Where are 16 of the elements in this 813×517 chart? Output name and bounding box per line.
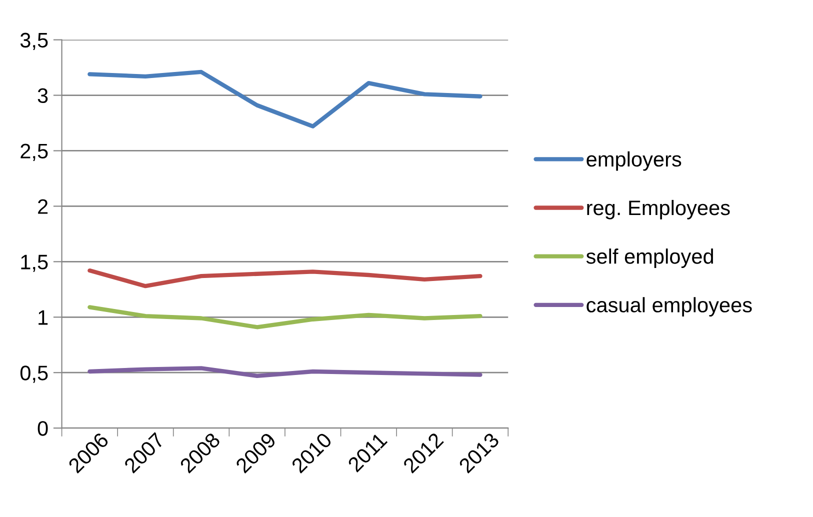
legend-label: self employed (586, 248, 713, 268)
y-tick-label: 3,5 (20, 32, 48, 50)
line-series (88, 366, 482, 378)
y-tick-label: 2,5 (20, 144, 48, 161)
y-tick-label: 1 (38, 310, 48, 325)
line-series (88, 268, 482, 288)
legend-label: employers (586, 151, 682, 171)
legend-label: casual employees (586, 297, 752, 317)
y-tick-label: 0,5 (20, 366, 48, 383)
y-tick-label: 3 (38, 88, 48, 104)
line-series (88, 70, 482, 128)
y-tick-label: 0 (38, 421, 48, 436)
y-tick-label: 2 (38, 199, 48, 214)
y-tick-label: 1,5 (21, 254, 48, 272)
line-series (88, 305, 482, 330)
legend-label: reg. Employees (587, 200, 730, 220)
